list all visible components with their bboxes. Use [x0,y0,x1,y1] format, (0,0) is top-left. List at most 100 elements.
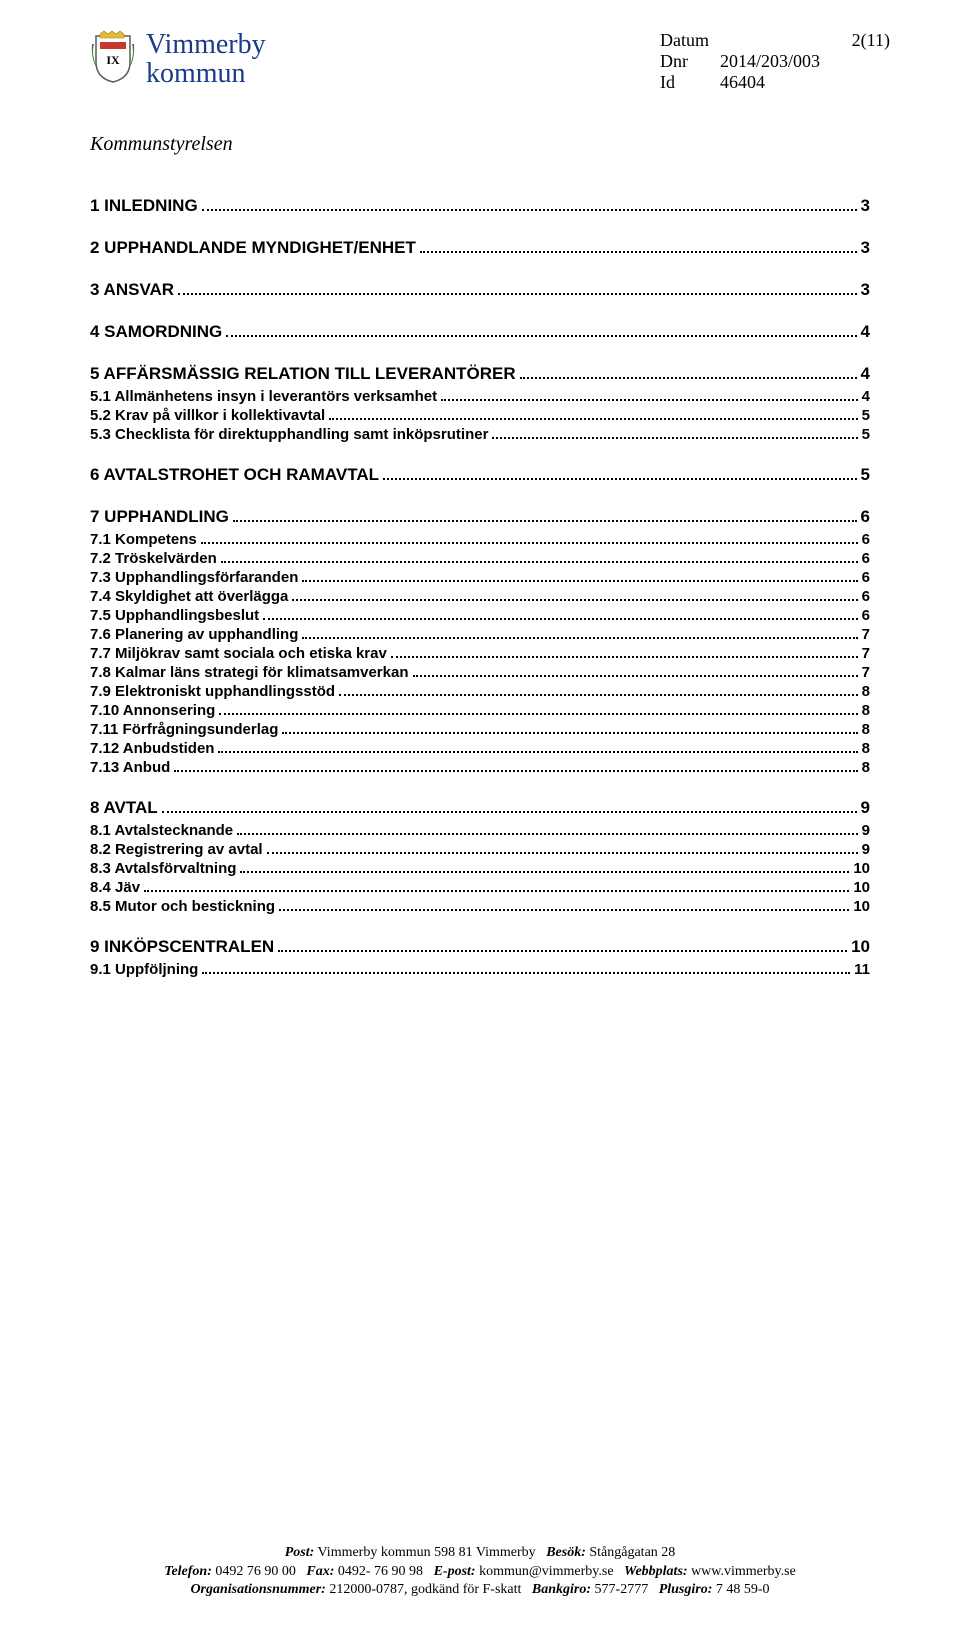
toc-entry-page: 8 [862,683,870,700]
toc-entry[interactable]: 7.12 Anbudstiden 8 [90,740,870,757]
footer-epost-label: E-post: [434,1564,476,1579]
toc-entry[interactable]: 7.11 Förfrågningsunderlag8 [90,721,870,738]
footer-besok-label: Besök: [546,1545,586,1560]
toc-entry[interactable]: 7.7 Miljökrav samt sociala och etiska kr… [90,645,870,662]
toc-entry[interactable]: 7.2 Tröskelvärden6 [90,550,870,567]
toc-entry-page: 11 [854,961,870,978]
toc-leader-dots [240,861,849,873]
header-meta: Datum Dnr 2014/203/003 Id 46404 [620,30,870,93]
toc-leader-dots [178,281,856,295]
footer-bankgiro-label: Bankgiro: [532,1582,591,1597]
footer-orgnr-label: Organisationsnummer: [190,1582,325,1597]
toc-entry-page: 8 [862,702,870,719]
toc-entry-page: 4 [861,322,870,342]
toc-entry[interactable]: 4 SAMORDNING4 [90,322,870,342]
toc-entry-page: 9 [861,798,870,818]
toc-leader-dots [221,551,858,563]
toc-entry[interactable]: 1 INLEDNING3 [90,196,870,216]
toc-entry-title: 7.8 Kalmar läns strategi för klimatsamve… [90,664,409,681]
svg-text:IX: IX [106,53,120,67]
toc-entry-title: 7 UPPHANDLING [90,507,229,527]
toc-entry-title: 8.3 Avtalsförvaltning [90,860,236,877]
toc-leader-dots [278,938,847,952]
toc-leader-dots [226,323,856,337]
meta-label: Datum [660,30,720,51]
toc-entry-page: 9 [862,841,870,858]
toc-entry-page: 6 [861,507,870,527]
toc-entry[interactable]: 6 AVTALSTROHET OCH RAMAVTAL5 [90,465,870,485]
footer-line-1: Post: Vimmerby kommun 598 81 Vimmerby Be… [0,1544,960,1562]
toc-entry[interactable]: 8.2 Registrering av avtal 9 [90,841,870,858]
footer-line-3: Organisationsnummer: 212000-0787, godkän… [0,1581,960,1599]
toc-entry[interactable]: 5.3 Checklista för direktupphandling sam… [90,426,870,443]
footer-telefon-label: Telefon: [164,1564,212,1579]
toc-leader-dots [237,823,858,835]
toc-entry-title: 5.3 Checklista för direktupphandling sam… [90,426,488,443]
toc-entry[interactable]: 7.9 Elektroniskt upphandlingsstöd8 [90,683,870,700]
toc-entry[interactable]: 5.1 Allmänhetens insyn i leverantörs ver… [90,388,870,405]
toc-entry-page: 6 [862,550,870,567]
toc-entry[interactable]: 7.10 Annonsering8 [90,702,870,719]
toc-entry-page: 10 [853,898,870,915]
toc-leader-dots [144,880,849,892]
toc-entry-title: 5 AFFÄRSMÄSSIG RELATION TILL LEVERANTÖRE… [90,364,516,384]
toc-entry-title: 5.2 Krav på villkor i kollektivavtal [90,407,325,424]
toc-entry-title: 7.12 Anbudstiden [90,740,214,757]
toc-entry-title: 7.4 Skyldighet att överlägga [90,588,288,605]
page-counter: 2(11) [852,30,890,51]
toc-entry[interactable]: 7.4 Skyldighet att överlägga6 [90,588,870,605]
toc-entry[interactable]: 5.2 Krav på villkor i kollektivavtal 5 [90,407,870,424]
toc-entry-title: 7.11 Förfrågningsunderlag [90,721,278,738]
toc-leader-dots [413,665,858,677]
document-footer: Post: Vimmerby kommun 598 81 Vimmerby Be… [0,1544,960,1599]
toc-entry-page: 6 [862,569,870,586]
footer-plusgiro-value: 7 48 59-0 [716,1582,770,1597]
footer-orgnr-value: 212000-0787, godkänd för F-skatt [329,1582,521,1597]
toc-leader-dots [202,962,850,974]
toc-leader-dots [520,365,857,379]
toc-entry-page: 5 [861,465,870,485]
toc-entry[interactable]: 8 AVTAL 9 [90,798,870,818]
toc-leader-dots [233,508,857,522]
toc-entry-page: 6 [862,531,870,548]
toc-entry-title: 8 AVTAL [90,798,158,818]
toc-entry-page: 9 [862,822,870,839]
toc-entry[interactable]: 7.1 Kompetens 6 [90,531,870,548]
toc-leader-dots [339,684,858,696]
toc-entry[interactable]: 8.4 Jäv10 [90,879,870,896]
toc-entry[interactable]: 3 ANSVAR3 [90,280,870,300]
toc-entry[interactable]: 7.13 Anbud8 [90,759,870,776]
document-header: IX Vimmerby kommun Datum Dnr 2014/203/00… [90,30,870,93]
toc-entry[interactable]: 8.1 Avtalstecknande9 [90,822,870,839]
toc-entry[interactable]: 7.6 Planering av upphandling7 [90,626,870,643]
toc-entry-title: 3 ANSVAR [90,280,174,300]
toc-leader-dots [219,703,857,715]
toc-entry[interactable]: 7.8 Kalmar läns strategi för klimatsamve… [90,664,870,681]
toc-entry[interactable]: 9.1 Uppföljning11 [90,961,870,978]
toc-entry[interactable]: 8.3 Avtalsförvaltning10 [90,860,870,877]
toc-leader-dots [162,799,857,813]
table-of-contents: 1 INLEDNING32 UPPHANDLANDE MYNDIGHET/ENH… [90,196,870,978]
toc-entry[interactable]: 7 UPPHANDLING 6 [90,507,870,527]
toc-entry-page: 5 [862,407,870,424]
toc-entry[interactable]: 2 UPPHANDLANDE MYNDIGHET/ENHET3 [90,238,870,258]
toc-entry[interactable]: 7.5 Upphandlingsbeslut 6 [90,607,870,624]
org-name: Vimmerby kommun [146,30,266,89]
toc-entry-title: 1 INLEDNING [90,196,198,216]
toc-entry[interactable]: 8.5 Mutor och bestickning10 [90,898,870,915]
meta-row: Datum [660,30,870,51]
toc-entry[interactable]: 7.3 Upphandlingsförfaranden6 [90,569,870,586]
toc-entry-title: 7.5 Upphandlingsbeslut [90,607,259,624]
toc-leader-dots [329,408,858,420]
toc-entry-page: 3 [861,238,870,258]
toc-entry-title: 7.1 Kompetens [90,531,197,548]
toc-entry-page: 8 [862,740,870,757]
toc-entry-page: 6 [862,607,870,624]
toc-entry[interactable]: 5 AFFÄRSMÄSSIG RELATION TILL LEVERANTÖRE… [90,364,870,384]
toc-entry-page: 7 [862,645,870,662]
toc-entry-page: 5 [862,426,870,443]
toc-leader-dots [282,722,857,734]
toc-entry-title: 8.2 Registrering av avtal [90,841,263,858]
toc-leader-dots [302,627,857,639]
toc-entry[interactable]: 9 INKÖPSCENTRALEN10 [90,937,870,957]
